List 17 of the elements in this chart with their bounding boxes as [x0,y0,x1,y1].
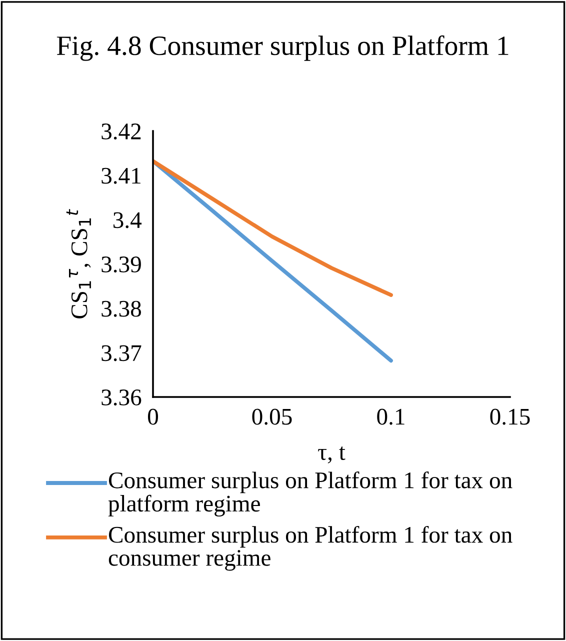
y-tick-label: 3.4 [114,212,142,228]
chart-title: Fig. 4.8 Consumer surplus on Platform 1 [56,35,508,61]
y-tick-label: 3.39 [102,256,141,273]
y-tick-label: 3.37 [102,345,142,362]
legend-label: Consumer surplus on Platform 1 for tax on platform regime [108,471,512,516]
x-tick-label: 0 [148,408,158,425]
legend-label: Consumer surplus on Platform 1 for tax on consumer regime [108,526,512,571]
x-axis-title: τ, t [318,446,346,464]
y-axis-title: CS$_{1}$$^{τ}$, CS$_{1}$$^{t}$ [66,208,91,318]
x-tick-label: 0.15 [490,408,530,425]
x-tick-label: 0.1 [377,408,404,425]
x-tick-label: 0.05 [252,408,292,425]
y-tick-label: 3.36 [102,390,142,406]
line-series [153,159,393,297]
y-tick-label: 3.41 [102,168,140,184]
y-tick-label: 3.42 [102,124,141,140]
y-tick-label: 3.38 [102,300,141,317]
